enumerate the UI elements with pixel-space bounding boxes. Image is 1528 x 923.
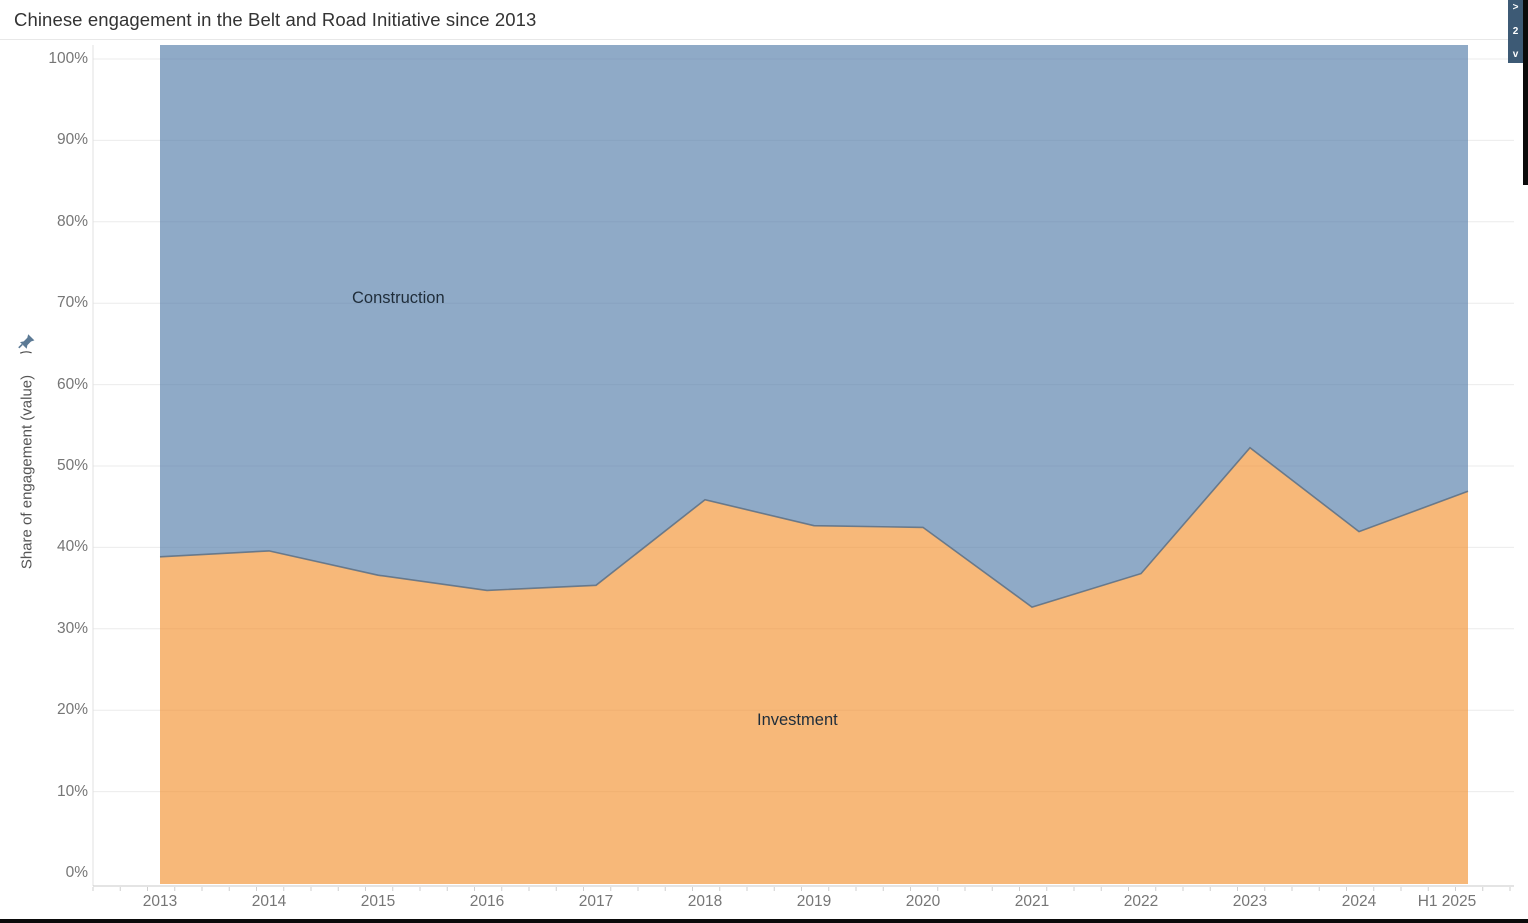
area-construction[interactable]	[160, 45, 1468, 608]
x-tick-label: 2014	[251, 893, 287, 910]
x-tick-label: 2013	[142, 893, 178, 910]
window-right-edge	[1523, 0, 1528, 185]
y-tick-label: 50%	[56, 457, 88, 474]
series-label-investment: Investment	[757, 711, 838, 729]
x-tick-label: 2017	[578, 893, 614, 910]
x-tick-label: 2022	[1123, 893, 1159, 910]
x-tick-label: H1 2025	[1417, 893, 1477, 910]
y-tick-label: 20%	[56, 701, 88, 719]
x-tick-label: 2015	[360, 893, 396, 910]
collapsed-toolbar-tab[interactable]: > 2 v	[1508, 0, 1523, 63]
title-bar: Chinese engagement in the Belt and Road …	[0, 0, 1528, 40]
y-tick-label: 0%	[65, 864, 88, 881]
x-tick-label: 2021	[1014, 893, 1050, 910]
chart-title: Chinese engagement in the Belt and Road …	[14, 9, 537, 30]
y-axis-title: Share of engagement (value)	[18, 374, 36, 570]
y-tick-label: 60%	[56, 375, 88, 393]
x-tick-label: 2020	[905, 893, 941, 910]
area-investment[interactable]	[160, 447, 1468, 884]
x-tick-label: 2023	[1232, 893, 1268, 910]
y-tick-label: 80%	[56, 212, 88, 230]
y-tick-label: 30%	[56, 619, 88, 637]
chevron-down-icon[interactable]: v	[1512, 49, 1519, 60]
pinned-axis-icon	[17, 332, 37, 356]
series-label-construction: Construction	[352, 289, 445, 307]
series-boundary-line	[159, 446, 1469, 608]
y-tick-label: 70%	[56, 294, 88, 312]
y-tick-label: 10%	[56, 782, 88, 800]
x-tick-label: 2016	[469, 893, 505, 910]
window-bottom-edge	[0, 919, 1528, 923]
y-tick-label: 100%	[48, 50, 88, 67]
chevron-right-icon[interactable]: >	[1512, 2, 1519, 13]
toolbar-glyph-icon[interactable]: 2	[1512, 25, 1519, 37]
x-tick-label: 2024	[1341, 893, 1377, 910]
y-tick-label: 90%	[56, 131, 88, 149]
x-tick-label: 2019	[796, 893, 832, 910]
y-tick-label: 40%	[56, 538, 88, 556]
x-tick-label: 2018	[687, 893, 723, 910]
